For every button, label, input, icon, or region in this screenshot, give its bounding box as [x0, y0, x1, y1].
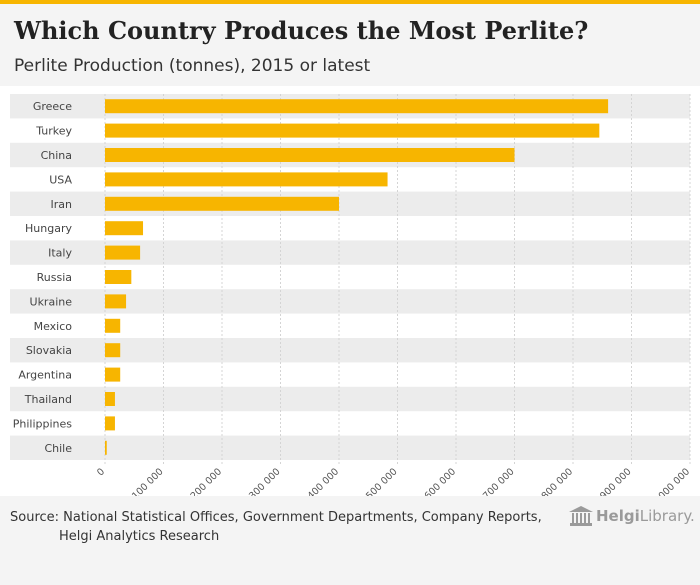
category-label: Mexico — [34, 320, 73, 333]
chart-header: Which Country Produces the Most Perlite?… — [0, 4, 700, 86]
category-label: Italy — [48, 247, 72, 260]
x-tick-label: 300 000 — [247, 466, 283, 496]
x-tick-label: 0 — [95, 466, 107, 478]
x-tick-label: 600 000 — [423, 466, 459, 496]
bar — [105, 416, 115, 431]
bar — [105, 270, 132, 284]
bar — [105, 245, 141, 260]
bar — [105, 294, 127, 309]
category-label: Hungary — [25, 222, 72, 235]
row-stripe — [10, 338, 690, 363]
bar — [105, 343, 121, 358]
row-stripe — [10, 386, 690, 412]
category-label: USA — [49, 173, 72, 186]
bar — [105, 367, 121, 382]
category-label: Iran — [51, 198, 73, 211]
source-note: Source: National Statistical Offices, Go… — [10, 508, 542, 546]
category-label: Thailand — [24, 393, 72, 406]
bar — [105, 440, 107, 455]
category-label: Slovakia — [26, 344, 72, 357]
x-tick-label: 200 000 — [189, 466, 225, 496]
logo-text-rest: Library. — [639, 507, 695, 525]
helgi-library-logo[interactable]: HelgiLibrary. — [568, 504, 695, 530]
chart-subtitle: Perlite Production (tonnes), 2015 or lat… — [14, 56, 371, 76]
category-label: Chile — [44, 442, 72, 455]
bar — [105, 221, 144, 236]
library-building-icon — [569, 506, 593, 526]
logo-text-bold: Helgi — [596, 507, 640, 525]
bar — [105, 148, 515, 162]
bar — [105, 392, 115, 406]
bar — [105, 123, 600, 138]
x-tick-label: 1 000 000 — [650, 466, 692, 496]
x-tick-label: 800 000 — [540, 466, 576, 496]
category-label: Ukraine — [30, 295, 73, 308]
top-accent-bar — [0, 0, 700, 4]
bar — [105, 99, 609, 114]
chart-footer: Source: National Statistical Offices, Go… — [0, 496, 700, 585]
category-label: Turkey — [35, 125, 72, 138]
source-line-2: Helgi Analytics Research — [59, 529, 220, 544]
x-tick-label: 400 000 — [306, 466, 342, 496]
source-label: Source: — [10, 510, 60, 525]
category-label: China — [41, 149, 72, 162]
category-label: Greece — [33, 100, 72, 113]
row-stripe — [10, 435, 690, 460]
source-line-1: National Statistical Offices, Government… — [63, 510, 542, 525]
bar — [105, 196, 339, 211]
x-tick-label: 700 000 — [481, 466, 517, 496]
bar — [105, 318, 121, 333]
bar — [105, 172, 388, 187]
x-tick-label: 100 000 — [130, 466, 166, 496]
category-label: Russia — [37, 271, 72, 284]
x-tick-label: 500 000 — [364, 466, 400, 496]
bar-chart: Greece Turkey China USA Iran Hungary Italy Russ… — [10, 94, 692, 496]
category-label: Argentina — [18, 369, 72, 382]
x-tick-label: 900 000 — [598, 466, 634, 496]
chart-title: Which Country Produces the Most Perlite? — [14, 16, 589, 45]
category-label: Philippines — [13, 417, 73, 430]
